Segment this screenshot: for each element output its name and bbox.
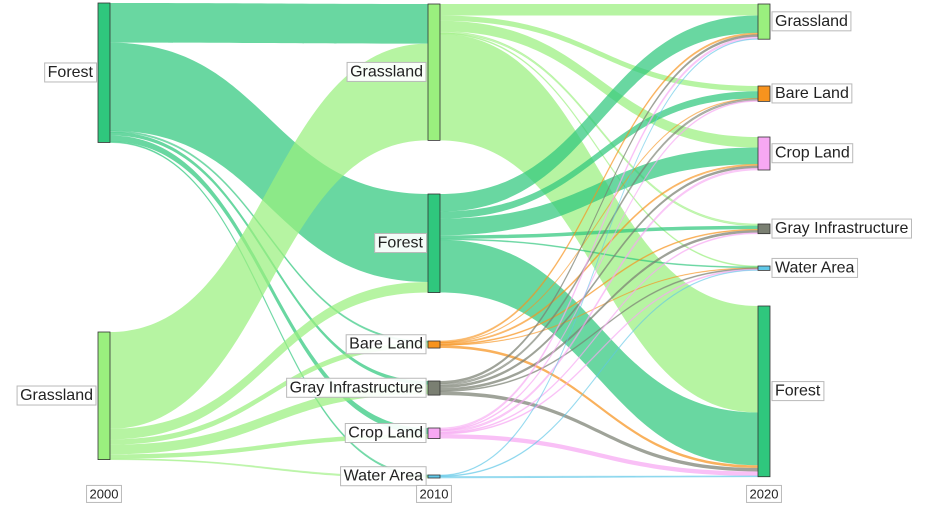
label-background (16, 385, 97, 406)
node-label-text: Bare Land (349, 336, 423, 353)
year-label-2000: 2000 (86, 484, 122, 503)
label-background (345, 334, 427, 355)
label-2020-gray-infrastructure: Gray Infrastructure (771, 218, 912, 239)
flow-2000-grassland-to-grassland (110, 43, 428, 429)
node-label-text: Gray Infrastructure (290, 379, 423, 396)
node-2010-bare-land[interactable] (427, 340, 441, 349)
flow-2000-grassland-to-forest (110, 282, 428, 440)
flow-2000-forest-to-forest (110, 42, 428, 282)
label-2020-forest: Forest (771, 381, 825, 402)
year-label-2020: 2020 (746, 484, 782, 503)
flow-2010-gray-infrastructure-to-crop-land (440, 165, 758, 389)
node-label-text: Crop Land (775, 145, 850, 162)
label-2020-crop-land: Crop Land (771, 143, 854, 164)
node-2020-forest[interactable] (757, 305, 771, 478)
flow-2010-forest-to-bare-land (440, 91, 758, 219)
year-label-background (746, 484, 782, 503)
flow-2010-gray-infrastructure-to-forest (440, 391, 758, 472)
flow-2010-forest-to-crop-land (440, 147, 758, 236)
label-2010-forest: Forest (374, 232, 428, 254)
node-2020-crop-land[interactable] (757, 136, 771, 171)
label-background (771, 83, 853, 104)
node-2020-bare-land[interactable] (757, 85, 771, 102)
node-2020-gray-infrastructure[interactable] (757, 223, 771, 235)
flow-2010-water-area-to-forest (439, 475, 759, 479)
flow-links (109, 3, 759, 479)
year-labels: 2000 2010 2020 (86, 484, 782, 503)
year-label-background (416, 484, 452, 503)
node-2010-crop-land[interactable] (427, 427, 441, 439)
year-text: 2000 (90, 486, 119, 501)
label-2020-water-area: Water Area (771, 257, 859, 278)
flow-2000-forest-to-crop-land (110, 135, 428, 435)
year-label-2010: 2010 (416, 484, 452, 503)
label-2020-bare-land: Bare Land (771, 83, 853, 104)
node-2000-forest[interactable] (97, 2, 111, 143)
label-background (344, 422, 427, 444)
node-2020-water-area[interactable] (757, 265, 771, 271)
label-2000-grassland: Grassland (16, 385, 97, 406)
label-2000-forest: Forest (44, 62, 98, 83)
node-label-text: Forest (378, 234, 424, 251)
label-background (44, 62, 98, 83)
node-label-text: Grassland (350, 63, 423, 80)
label-2010-gray-infrastructure: Gray Infrastructure (286, 377, 427, 398)
label-2010-grassland: Grassland (346, 61, 427, 82)
label-background (771, 218, 912, 239)
label-background (771, 11, 852, 32)
node-label-text: Water Area (775, 259, 855, 276)
node-2010-forest[interactable] (427, 193, 441, 293)
flow-2010-forest-to-grassland (440, 15, 758, 212)
land-class-nodes (97, 2, 771, 479)
node-label-text: Grassland (775, 13, 848, 30)
flow-2010-grassland-to-forest (440, 33, 758, 413)
flow-2010-grassland-to-bare-land (440, 15, 758, 92)
flow-2010-grassland-to-grassland (440, 4, 758, 16)
flow-2010-crop-land-to-forest (440, 434, 758, 476)
node-labels: Forest Grassland Grassland Forest Bare Land G… (16, 11, 912, 487)
node-2000-grassland[interactable] (97, 331, 111, 460)
node-label-text: Forest (775, 383, 821, 400)
node-2010-grassland[interactable] (427, 3, 441, 141)
node-2010-water-area[interactable] (427, 474, 441, 479)
node-label-text: Grassland (20, 387, 93, 404)
label-background (340, 466, 427, 487)
node-label-text: Forest (48, 64, 94, 81)
label-background (286, 377, 427, 398)
label-2020-grassland: Grassland (771, 11, 852, 32)
flow-2000-grassland-to-gray-infrastructure (110, 384, 428, 455)
year-text: 2020 (750, 486, 779, 501)
flow-2010-bare-land-to-forest (440, 345, 758, 468)
flow-2000-grassland-to-bare-land (110, 342, 428, 445)
label-background (771, 257, 859, 278)
node-2010-gray-infrastructure[interactable] (427, 380, 441, 396)
node-label-text: Crop Land (348, 424, 423, 441)
label-background (374, 232, 428, 254)
flow-2010-gray-infrastructure-to-grassland (440, 34, 758, 384)
label-background (771, 381, 825, 402)
label-background (346, 61, 427, 82)
label-2010-bare-land: Bare Land (345, 334, 427, 355)
node-label-text: Water Area (344, 468, 424, 485)
year-label-background (86, 484, 122, 503)
node-label-text: Gray Infrastructure (775, 220, 908, 237)
flow-2000-forest-to-grassland (110, 3, 428, 44)
node-2020-grassland[interactable] (757, 3, 771, 40)
label-2010-crop-land: Crop Land (344, 422, 427, 444)
label-2010-water-area: Water Area (340, 466, 427, 487)
flow-2010-gray-infrastructure-to-gray-infrastructure (440, 230, 758, 391)
label-background (771, 143, 854, 164)
year-text: 2010 (420, 486, 449, 501)
node-label-text: Bare Land (775, 85, 849, 102)
flow-2010-grassland-to-crop-land (440, 20, 758, 148)
